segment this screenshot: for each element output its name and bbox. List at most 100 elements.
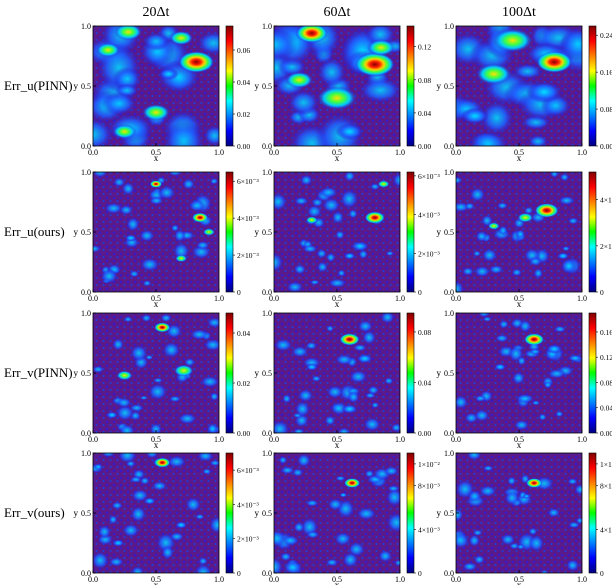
y-tick-label: 1.0 bbox=[262, 168, 272, 177]
heatmap-background bbox=[456, 453, 582, 573]
error-blob bbox=[108, 514, 118, 525]
error-blob bbox=[392, 172, 400, 188]
y-axis-label: y bbox=[255, 227, 260, 237]
x-tick-label: 0.0 bbox=[269, 148, 279, 157]
error-hotspot bbox=[96, 42, 121, 58]
x-tick-label: 1.0 bbox=[214, 148, 224, 157]
y-tick-label: 0.5 bbox=[81, 228, 91, 237]
heatmap-panel: 0.0 0.5 1.0x1.00.5y0.00.060.040.020.00 bbox=[74, 22, 251, 163]
error-blob bbox=[149, 196, 164, 205]
y-tick-label: 1.0 bbox=[444, 168, 454, 177]
error-blob bbox=[101, 453, 116, 458]
error-hotspot bbox=[494, 363, 507, 371]
x-tick-label: 0.5 bbox=[332, 575, 342, 584]
y-tick-label: 1.0 bbox=[81, 449, 91, 458]
x-tick-label: 1.0 bbox=[577, 575, 587, 584]
error-blob bbox=[274, 556, 284, 573]
y-axis-label: y bbox=[437, 508, 442, 518]
x-tick-label: 0.0 bbox=[88, 435, 98, 444]
colorbar-tick-label: 0.00 bbox=[237, 142, 250, 151]
error-blob bbox=[287, 89, 320, 116]
error-blob bbox=[328, 278, 347, 288]
error-blob bbox=[293, 521, 305, 533]
error-blob bbox=[196, 31, 219, 56]
error-blob bbox=[326, 325, 335, 332]
colorbar-tick-label: 0.00 bbox=[418, 142, 431, 151]
error-blob bbox=[147, 382, 168, 401]
x-tick-label: 0.5 bbox=[332, 148, 342, 157]
error-blob bbox=[528, 534, 545, 552]
colorbar-tick-label: 0.00 bbox=[600, 429, 612, 438]
error-blob bbox=[149, 423, 163, 433]
y-axis-label: y bbox=[437, 81, 442, 91]
colorbar-tick-label: 0 bbox=[418, 569, 422, 578]
error-hotspot bbox=[173, 364, 194, 377]
error-hotspot bbox=[475, 63, 512, 85]
x-tick-label: 0.5 bbox=[151, 435, 161, 444]
error-blob bbox=[209, 392, 219, 402]
error-blob bbox=[529, 348, 542, 355]
colorbar-tick-label: 0 bbox=[237, 288, 241, 297]
error-blob bbox=[512, 63, 543, 80]
colorbar-tick-label: 0.24 bbox=[600, 31, 612, 40]
error-blob bbox=[200, 375, 219, 388]
error-blob bbox=[518, 319, 532, 333]
colorbar bbox=[406, 312, 415, 434]
y-tick-label: 0.5 bbox=[81, 82, 91, 91]
heatmap-panel: 0.00.51.0x1.00.5y0.01×10⁻²8×10⁻³4×10⁻³0 bbox=[437, 449, 612, 585]
error-blob bbox=[337, 269, 346, 277]
x-tick-label: 0.5 bbox=[151, 148, 161, 157]
x-tick-label: 0.5 bbox=[332, 294, 342, 303]
error-blob bbox=[116, 397, 132, 408]
y-tick-label: 0.5 bbox=[444, 509, 454, 518]
error-blob bbox=[474, 395, 487, 402]
x-tick-label: 1.0 bbox=[395, 435, 405, 444]
x-axis-label: x bbox=[154, 299, 159, 309]
colorbar bbox=[225, 171, 234, 293]
error-blob bbox=[547, 368, 567, 379]
error-hotspot bbox=[517, 212, 534, 223]
error-blob bbox=[466, 453, 482, 461]
error-blob bbox=[283, 560, 302, 573]
error-blob bbox=[559, 173, 570, 182]
colorbar-tick-label: 4×10⁻³ bbox=[600, 196, 612, 205]
colorbar-tick-label: 0.08 bbox=[418, 76, 431, 85]
error-blob bbox=[567, 217, 579, 225]
colorbar-tick-label: 0.08 bbox=[418, 328, 431, 337]
colorbar-tick-label: 0.04 bbox=[600, 404, 612, 413]
error-blob bbox=[550, 172, 559, 178]
colorbar bbox=[588, 171, 597, 293]
x-axis-label: x bbox=[154, 580, 159, 585]
y-axis-label: y bbox=[255, 368, 260, 378]
error-blob bbox=[280, 466, 295, 475]
colorbar-tick-label: 0 bbox=[418, 288, 422, 297]
colorbar-tick-label: 0.04 bbox=[418, 109, 431, 118]
colorbar bbox=[588, 312, 597, 434]
x-tick-label: 0.0 bbox=[88, 148, 98, 157]
error-blob bbox=[209, 177, 219, 185]
error-hotspot bbox=[344, 478, 361, 488]
heatmap-panel: 0.0 0.5 1.0x1.00.5y0.06×10⁻³4×10⁻³2×10⁻³0 bbox=[74, 449, 260, 585]
colorbar-tick-label: 0.00 bbox=[600, 142, 612, 151]
error-blob bbox=[118, 424, 136, 433]
x-tick-label: 1.0 bbox=[395, 294, 405, 303]
error-blob bbox=[327, 498, 344, 511]
error-blob bbox=[507, 476, 517, 486]
error-blob bbox=[139, 395, 149, 401]
error-hotspot bbox=[112, 539, 125, 547]
colorbar-tick-label: 0.00 bbox=[237, 429, 250, 438]
column-title: 100Δt bbox=[502, 5, 536, 20]
error-hotspot bbox=[202, 228, 215, 236]
x-tick-label: 0.5 bbox=[332, 435, 342, 444]
error-blob bbox=[363, 417, 382, 432]
error-blob bbox=[358, 77, 400, 104]
error-hotspot bbox=[158, 67, 179, 81]
error-blob bbox=[93, 172, 109, 178]
error-hotspot bbox=[546, 344, 563, 354]
y-tick-label: 0.0 bbox=[262, 288, 272, 297]
error-blob bbox=[139, 257, 160, 272]
error-hotspot bbox=[522, 493, 531, 499]
colorbar-tick-label: 4×10⁻³ bbox=[600, 525, 612, 534]
error-blob bbox=[209, 515, 219, 535]
